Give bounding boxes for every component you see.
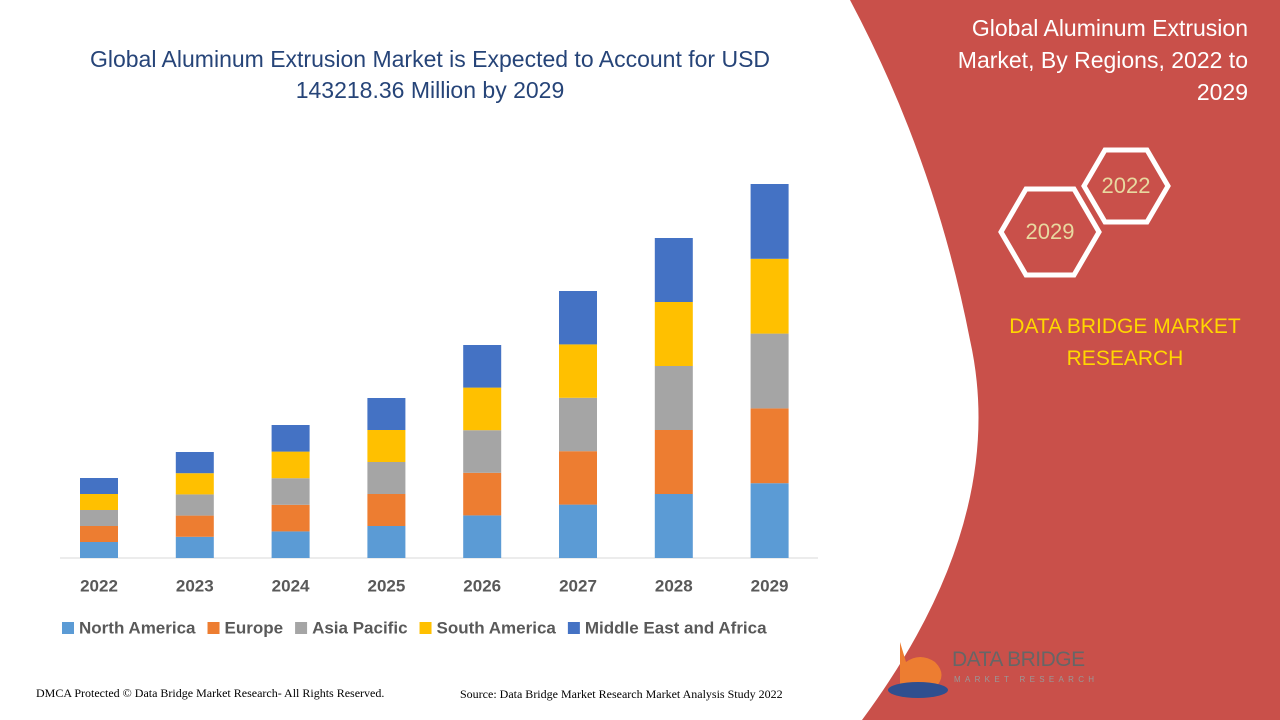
x-tick-label: 2024	[272, 576, 310, 595]
bar-segment	[175, 452, 214, 474]
x-tick-label: 2022	[80, 576, 118, 595]
bar-segment	[367, 494, 406, 526]
bar-segment	[559, 291, 597, 345]
x-tick-label: 2025	[367, 576, 405, 595]
x-tick-label: 2023	[176, 576, 214, 595]
bar-segment	[80, 542, 118, 558]
bar-segment	[654, 494, 693, 558]
bar-segment	[175, 473, 214, 495]
bar-segment	[654, 366, 693, 430]
chart-title: Global Aluminum Extrusion Market is Expe…	[89, 46, 771, 103]
bar-segment	[750, 408, 789, 484]
source: Source: Data Bridge Market Research Mark…	[460, 687, 783, 701]
x-tick-label: 2028	[655, 576, 693, 595]
bar-segment	[175, 536, 214, 558]
hexagon-label: 2022	[1102, 173, 1151, 198]
bar-segment	[271, 451, 310, 479]
logo-name: DATA BRIDGE	[952, 648, 1085, 671]
side-panel	[850, 0, 1280, 720]
bar-segment	[271, 504, 310, 532]
x-tick-label: 2026	[463, 576, 501, 595]
copyright: DMCA Protected © Data Bridge Market Rese…	[36, 686, 385, 700]
bar-segment	[559, 397, 597, 452]
legend-label: South America	[437, 618, 557, 637]
bar-segment	[271, 478, 310, 505]
panel-title: Global Aluminum Extrusion Market, By Reg…	[957, 15, 1248, 105]
legend-swatch	[62, 622, 74, 634]
legend-swatch	[567, 622, 580, 634]
bar-segment	[559, 451, 597, 505]
bar-segment	[463, 472, 502, 516]
bar-segment	[559, 344, 597, 398]
bar-segment	[271, 425, 310, 452]
legend-label: Asia Pacific	[312, 618, 407, 637]
bar-segment	[463, 430, 502, 473]
legend-label: Europe	[225, 618, 284, 637]
bar-segment	[654, 302, 693, 366]
bar-segment	[750, 333, 789, 409]
bar-segment	[463, 345, 502, 388]
legend-swatch	[419, 622, 432, 634]
bar-segment	[654, 430, 693, 494]
logo-icon	[888, 642, 948, 698]
x-tick-label: 2027	[559, 576, 597, 595]
logo-tagline: MARKET RESEARCH	[954, 675, 1099, 684]
bar-segment	[463, 387, 502, 431]
bar-segment	[750, 258, 789, 334]
hexagon	[998, 186, 1102, 278]
bar-segment	[654, 238, 693, 302]
bar-segment	[750, 184, 789, 259]
bar-segment	[750, 483, 789, 558]
hexagon	[1081, 147, 1171, 225]
bar-segment	[80, 510, 118, 526]
bar-segment	[80, 494, 118, 510]
legend-swatch	[207, 622, 220, 634]
bar-segment	[271, 531, 310, 558]
hexagon-label: 2029	[1026, 219, 1075, 244]
bar-segment	[175, 515, 214, 537]
bar-segment	[367, 430, 406, 462]
legend-swatch	[295, 622, 308, 634]
bar-segment	[80, 478, 118, 494]
brand: DATA BRIDGE MARKET RESEARCH	[1009, 315, 1241, 370]
bar-segment	[463, 515, 502, 558]
bar-segment	[559, 504, 597, 558]
bar-segment	[367, 526, 406, 558]
bar-segment	[367, 398, 406, 430]
legend-label: North America	[79, 618, 196, 637]
bar-segment	[367, 462, 406, 494]
x-tick-label: 2029	[751, 576, 789, 595]
bar-segment	[175, 494, 214, 516]
bar-segment	[80, 526, 118, 542]
legend-label: Middle East and Africa	[585, 618, 767, 637]
